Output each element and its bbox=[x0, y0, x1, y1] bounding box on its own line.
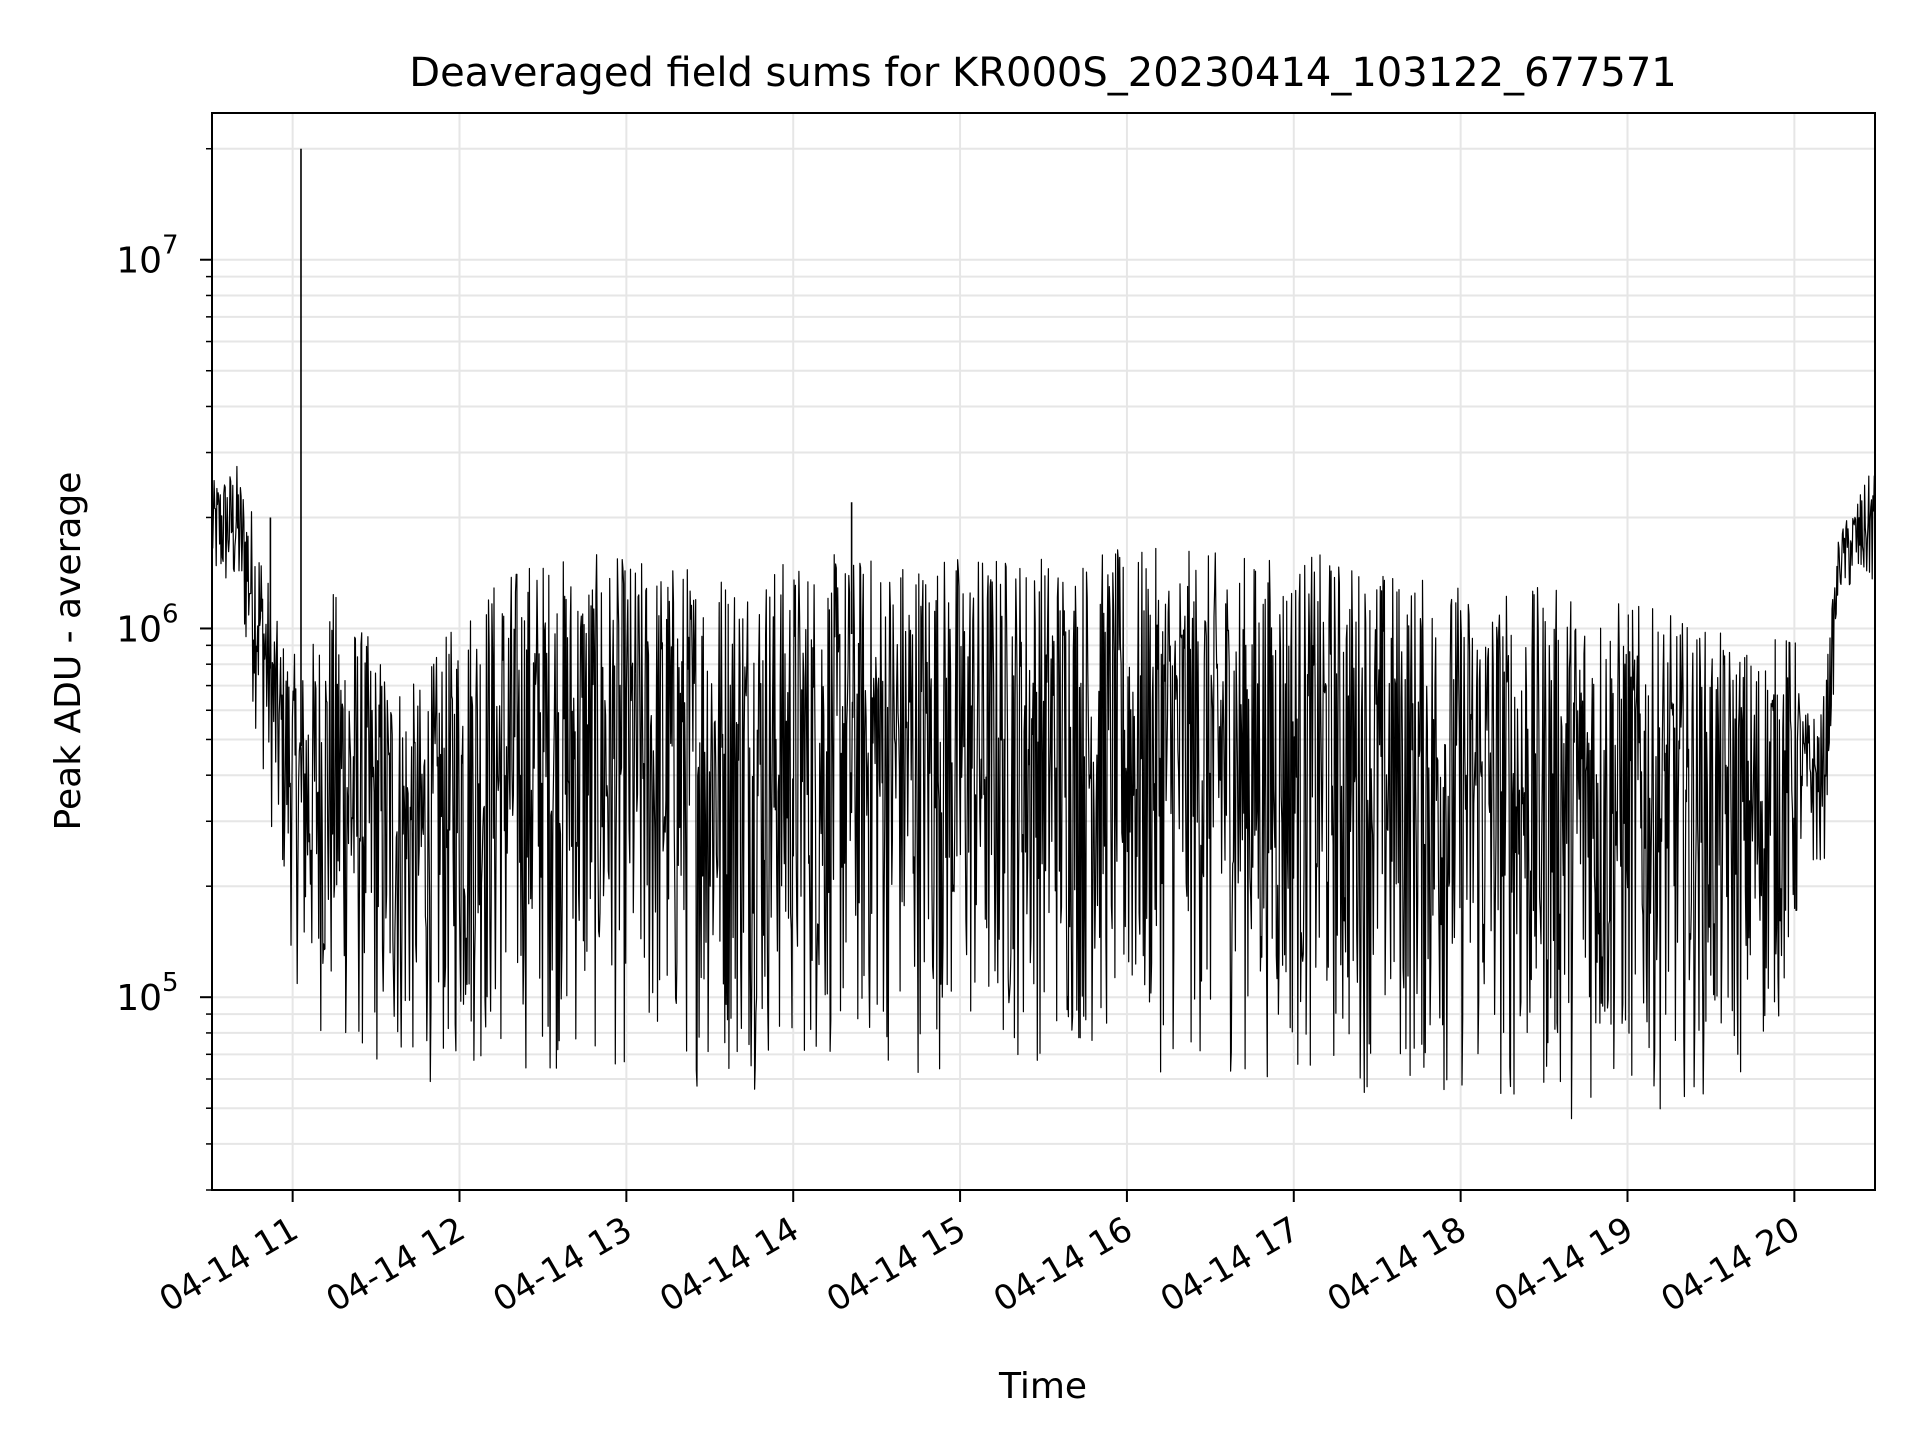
plot-frame bbox=[211, 112, 1876, 1191]
y-tick-label: 10 bbox=[116, 609, 162, 650]
y-tick-label: 10 bbox=[116, 241, 162, 282]
y-tick-exponent: 5 bbox=[162, 968, 179, 998]
y-tick-exponent: 6 bbox=[162, 599, 179, 629]
series-layer bbox=[211, 148, 1876, 1120]
x-tick-label: 04-14 11 bbox=[153, 1209, 305, 1320]
x-tick-label: 04-14 20 bbox=[1654, 1209, 1806, 1320]
x-tick-label: 04-14 14 bbox=[653, 1209, 805, 1320]
y-tick-label: 10 bbox=[116, 978, 162, 1019]
y-axis-label: Peak ADU - average bbox=[48, 472, 89, 831]
x-tick-label: 04-14 19 bbox=[1488, 1209, 1640, 1320]
x-tick-label: 04-14 12 bbox=[320, 1209, 472, 1320]
x-tick-label: 04-14 17 bbox=[1154, 1209, 1306, 1320]
y-tick-exponent: 7 bbox=[162, 231, 179, 261]
x-tick-label: 04-14 13 bbox=[486, 1209, 638, 1320]
grid-lines bbox=[212, 113, 1875, 1191]
series-line bbox=[211, 465, 1876, 1120]
x-tick-label: 04-14 16 bbox=[987, 1209, 1139, 1320]
x-tick-label: 04-14 18 bbox=[1321, 1209, 1473, 1320]
x-axis-label: Time bbox=[998, 1366, 1087, 1407]
chart-title: Deaveraged field sums for KR000S_2023041… bbox=[409, 50, 1676, 96]
x-tick-label: 04-14 15 bbox=[820, 1209, 972, 1320]
